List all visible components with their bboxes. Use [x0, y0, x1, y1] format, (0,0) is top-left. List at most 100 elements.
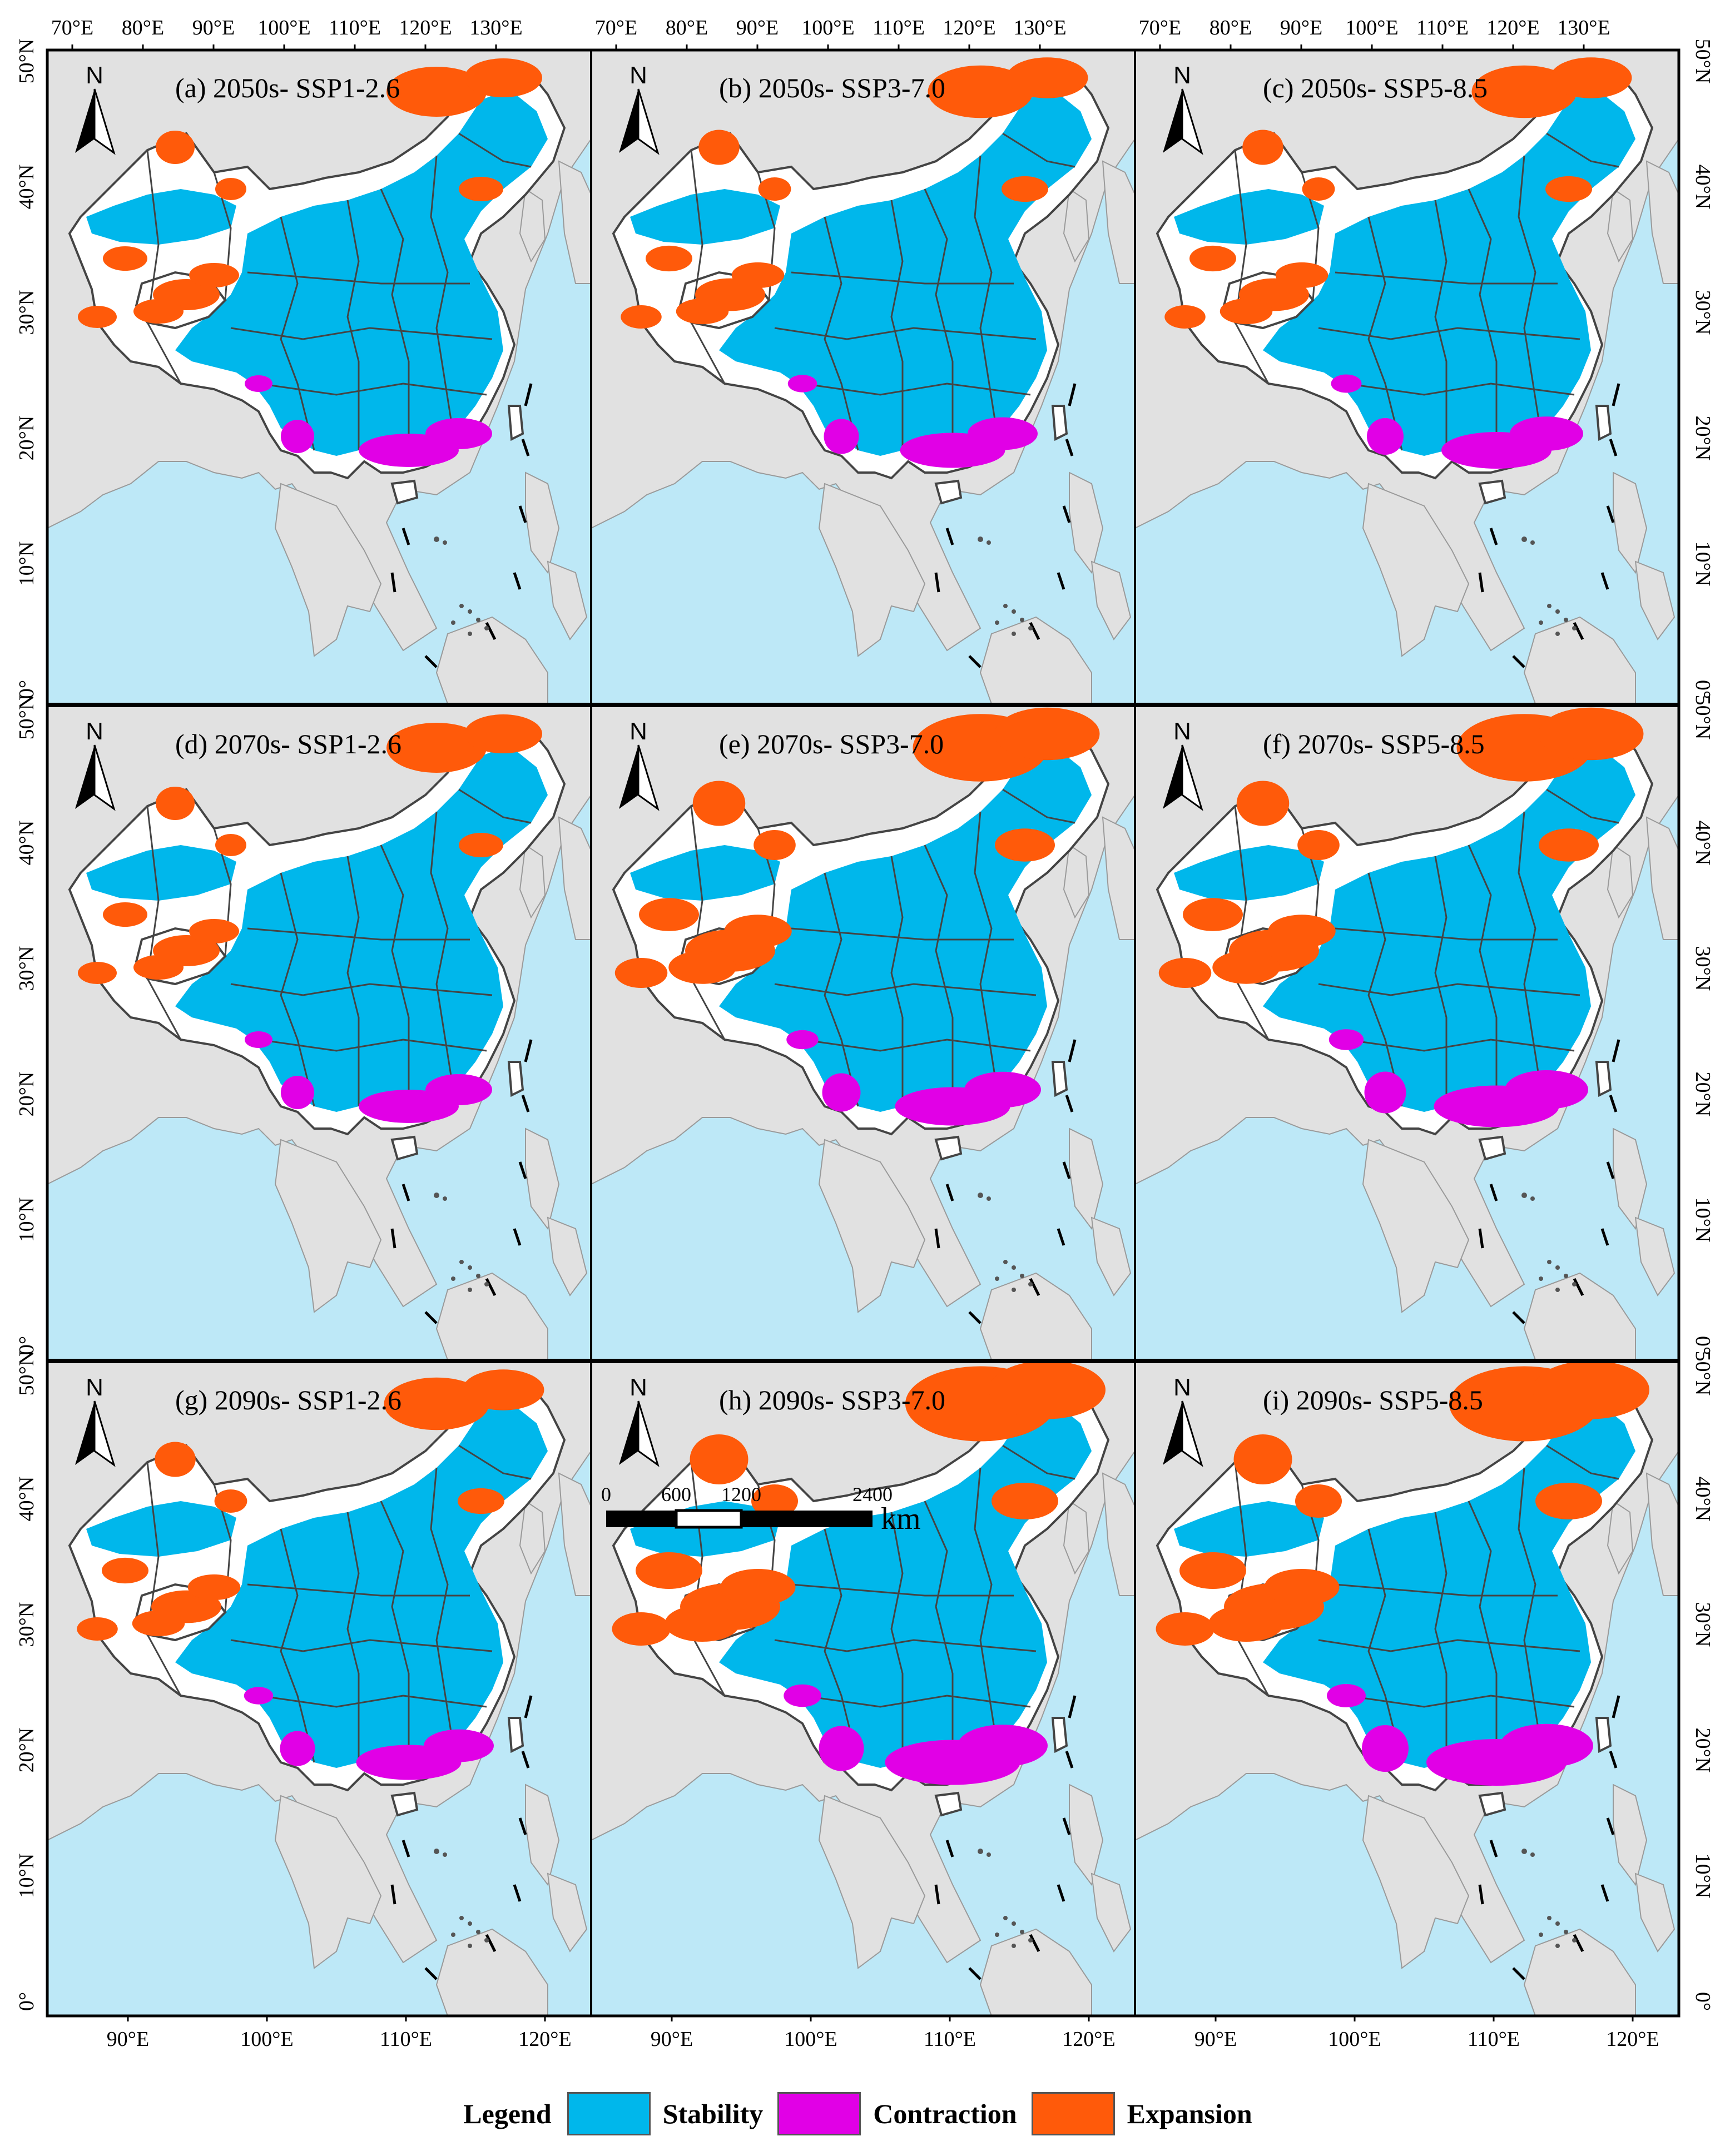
- expansion-patch: [386, 67, 487, 117]
- north-arrow: N: [1163, 62, 1203, 155]
- north-arrow-left-icon: [75, 89, 95, 153]
- panel-label: (b) 2050s- SSP3-7.0: [719, 72, 945, 103]
- expansion-patch: [464, 58, 542, 97]
- map-panels: N (a) 2050s- SSP1-2.6 N (b) 2050s- SSP3-7.0…: [46, 48, 1681, 2018]
- latitude-ticks: 50°N 50°N 40°N 40°N 30°N 30°N 20°N 20°N 10°N 10°N…: [15, 39, 1714, 2011]
- contraction-patch: [1329, 1029, 1364, 1050]
- expansion-patch: [1264, 1569, 1340, 1606]
- scale-bar-seg-1: [606, 1511, 676, 1527]
- expansion-patch: [1545, 176, 1592, 202]
- legend-item-stability: Stability: [567, 2092, 763, 2135]
- scale-unit: km: [881, 1502, 921, 1536]
- expansion-patch: [1539, 828, 1599, 862]
- left-lat-label: 10°N: [15, 1854, 38, 1899]
- expansion-patch: [189, 263, 239, 287]
- north-arrow-right-icon: [637, 744, 660, 811]
- expansion-patch: [187, 1574, 241, 1601]
- north-arrow: N: [75, 1374, 116, 1467]
- top-tick-label: 100°E: [1345, 16, 1398, 39]
- panel-label: (e) 2070s- SSP3-7.0: [719, 728, 944, 759]
- right-lat-label: 0°: [1691, 1992, 1714, 2011]
- scale-tick-600: 600: [661, 1483, 691, 1506]
- north-arrow-left-icon: [75, 745, 95, 809]
- contraction-patch: [281, 1076, 314, 1109]
- panel-label: (a) 2050s- SSP1-2.6: [175, 72, 400, 103]
- bottom-tick-label: 110°E: [1468, 2028, 1520, 2051]
- bottom-tick-label: 90°E: [107, 2028, 149, 2051]
- contraction-patch: [824, 419, 859, 454]
- north-arrow-right-icon: [1181, 744, 1203, 811]
- top-tick-label: 120°E: [399, 16, 452, 39]
- right-lat-label: 0°: [1691, 1336, 1714, 1355]
- north-label: N: [629, 1374, 647, 1401]
- north-arrow-left-icon: [1163, 745, 1182, 809]
- bottom-tick-label: 120°E: [1606, 2028, 1659, 2051]
- right-lat-label: 50°N: [1691, 1351, 1714, 1396]
- contraction-patch: [244, 1687, 274, 1705]
- left-lat-label: 20°N: [15, 1072, 38, 1117]
- expansion-patch: [1295, 1484, 1342, 1518]
- legend-label-expansion: Expansion: [1127, 2098, 1252, 2129]
- map-panel-b: N (b) 2050s- SSP3-7.0: [590, 49, 1136, 705]
- top-tick-label: 90°E: [192, 16, 235, 39]
- expansion-patch: [1006, 57, 1088, 98]
- map-panel-d: N (d) 2070s- SSP1-2.6: [46, 705, 592, 1361]
- map-panel-g: N (g) 2090s- SSP1-2.6: [46, 1361, 592, 2017]
- left-lat-label: 40°N: [15, 821, 38, 866]
- scale-bar: 0 600 1200 2400 km: [601, 1483, 921, 1536]
- contraction-patch: [425, 418, 492, 449]
- expansion-patch: [386, 723, 487, 773]
- right-lat-label: 40°N: [1691, 1477, 1714, 1522]
- expansion-patch: [1212, 951, 1280, 984]
- contraction-patch: [424, 1729, 494, 1762]
- stability-swatch: [567, 2092, 651, 2135]
- expansion-patch: [1275, 262, 1329, 289]
- expansion-patch: [78, 306, 117, 328]
- expansion-patch: [462, 1369, 544, 1410]
- expansion-patch: [102, 1557, 148, 1584]
- expansion-patch: [1156, 1612, 1215, 1646]
- north-label: N: [629, 62, 647, 89]
- north-arrow: N: [75, 718, 116, 811]
- top-tick-label: 70°E: [595, 16, 637, 39]
- expansion-patch: [754, 830, 796, 860]
- north-arrow-left-icon: [619, 745, 638, 809]
- north-label: N: [1173, 62, 1191, 89]
- contraction-areas: [245, 375, 492, 467]
- top-tick-label: 80°E: [1209, 16, 1252, 39]
- panel-label: (c) 2050s- SSP5-8.5: [1263, 72, 1488, 103]
- contraction-patch: [819, 1726, 864, 1771]
- scale-tick-1200: 1200: [721, 1483, 761, 1506]
- right-lat-label: 40°N: [1691, 821, 1714, 866]
- right-lat-label: 10°N: [1691, 1854, 1714, 1899]
- contraction-patch: [964, 1071, 1041, 1108]
- contraction-areas: [244, 1687, 494, 1780]
- expansion-patch: [214, 1489, 247, 1513]
- north-arrow-right-icon: [637, 1400, 660, 1467]
- north-arrow-left-icon: [1163, 89, 1182, 153]
- left-lat-label: 0°: [15, 1992, 38, 2011]
- contraction-areas: [1327, 1684, 1593, 1786]
- right-lat-label: 20°N: [1691, 1072, 1714, 1117]
- top-tick-label: 130°E: [1557, 16, 1610, 39]
- top-tick-label: 130°E: [1013, 16, 1066, 39]
- contraction-areas: [787, 375, 1038, 468]
- contraction-areas: [784, 1684, 1048, 1785]
- expansion-patch: [458, 1488, 504, 1514]
- expansion-areas: [78, 58, 542, 328]
- scale-bar-seg-3: [741, 1511, 873, 1527]
- north-label: N: [1173, 1374, 1191, 1401]
- left-lat-label: 50°N: [15, 695, 38, 740]
- expansion-patch: [103, 246, 147, 271]
- top-tick-label: 90°E: [1280, 16, 1322, 39]
- expansion-patch: [668, 951, 736, 984]
- left-lat-label: 30°N: [15, 946, 38, 991]
- contraction-patch: [1364, 1071, 1406, 1114]
- bottom-tick-label: 100°E: [1328, 2028, 1381, 2051]
- bottom-tick-label: 90°E: [1194, 2028, 1237, 2051]
- map-panel-e: N (e) 2070s- SSP3-7.0: [590, 705, 1136, 1361]
- north-arrow-right-icon: [1181, 1400, 1203, 1467]
- expansion-areas: [621, 57, 1088, 329]
- north-arrow-right-icon: [93, 1400, 116, 1467]
- expansion-patch: [612, 1612, 671, 1646]
